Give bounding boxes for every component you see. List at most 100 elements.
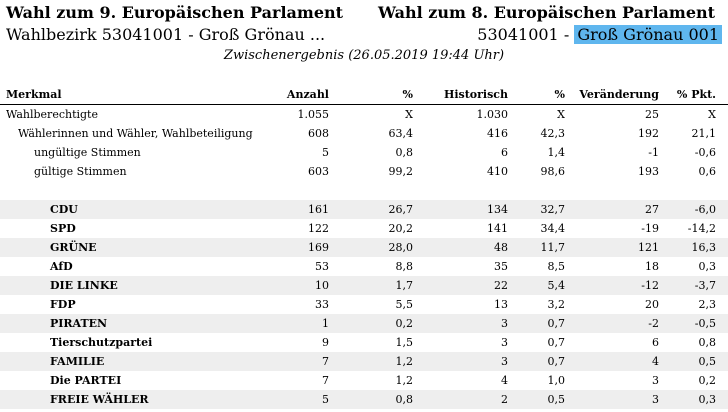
cell: 0,7 — [547, 355, 566, 368]
cell: 5 — [322, 393, 329, 406]
cell: 7 — [322, 355, 329, 368]
cell: 1,2 — [395, 355, 414, 368]
cell: 48 — [494, 241, 508, 254]
cell: 34,4 — [540, 222, 566, 235]
cell: 608 — [308, 127, 329, 140]
party-name: GRÜNE — [50, 241, 97, 254]
cell: -14,2 — [687, 222, 716, 235]
cell: 0,5 — [547, 393, 566, 406]
row-label: Wahlberechtigte — [6, 108, 98, 121]
cell: 121 — [638, 241, 659, 254]
row-label: ungültige Stimmen — [34, 146, 141, 159]
party-name: FREIE WÄHLER — [50, 393, 149, 406]
cell: -0,5 — [694, 317, 716, 330]
cell: 603 — [308, 165, 329, 178]
row-band — [0, 352, 728, 371]
cell: 5,4 — [547, 279, 566, 292]
party-name: FAMILIE — [50, 355, 105, 368]
party-name: Die PARTEI — [50, 374, 122, 387]
cell: 1,5 — [395, 336, 414, 349]
cell: 18 — [645, 260, 659, 273]
cell: -2 — [648, 317, 659, 330]
column-header: Merkmal — [6, 88, 62, 101]
row-label: Wählerinnen und Wähler, Wahlbeteiligung — [18, 127, 253, 140]
cell: 28,0 — [388, 241, 414, 254]
cell: -6,0 — [694, 203, 716, 216]
column-header: % Pkt. — [676, 88, 716, 101]
cell: 4 — [652, 355, 659, 368]
cell: 1.030 — [476, 108, 509, 121]
cell: 21,1 — [691, 127, 717, 140]
cell: 416 — [487, 127, 508, 140]
row-band — [0, 276, 728, 295]
right-title: Wahl zum 8. Europäischen Parlament — [378, 3, 716, 22]
cell: -12 — [641, 279, 659, 292]
cell: 22 — [494, 279, 508, 292]
cell: 25 — [645, 108, 659, 121]
cell: 0,3 — [698, 260, 717, 273]
cell: X — [708, 108, 716, 121]
cell: 3 — [652, 393, 659, 406]
cell: 0,7 — [547, 336, 566, 349]
column-header: % — [554, 88, 565, 101]
cell: X — [405, 108, 413, 121]
cell: 11,7 — [540, 241, 566, 254]
column-header: Historisch — [443, 88, 508, 101]
cell: 10 — [315, 279, 329, 292]
cell: 134 — [487, 203, 508, 216]
cell: 8,5 — [547, 260, 566, 273]
left-title: Wahl zum 9. Europäischen Parlament — [6, 3, 344, 22]
cell: 1.055 — [297, 108, 330, 121]
cell: 35 — [494, 260, 508, 273]
party-name: Tierschutzpartei — [50, 336, 153, 349]
cell: -3,7 — [694, 279, 716, 292]
cell: 13 — [494, 298, 508, 311]
cell: 3 — [652, 374, 659, 387]
cell: 99,2 — [388, 165, 414, 178]
cell: 9 — [322, 336, 329, 349]
cell: 4 — [501, 374, 508, 387]
column-header: Veränderung — [579, 88, 659, 101]
cell: 16,3 — [691, 241, 717, 254]
party-name: SPD — [50, 222, 76, 235]
row-label: gültige Stimmen — [34, 165, 127, 178]
cell: 1,4 — [547, 146, 566, 159]
cell: 63,4 — [388, 127, 414, 140]
cell: 26,7 — [388, 203, 414, 216]
cell: -0,6 — [694, 146, 716, 159]
cell: 3 — [501, 317, 508, 330]
cell: 0,3 — [698, 393, 717, 406]
row-band — [0, 390, 728, 409]
cell: -19 — [641, 222, 659, 235]
header-rule — [0, 104, 728, 105]
subtitle-highlight: Groß Grönau 001 — [574, 25, 722, 44]
row-band — [0, 238, 728, 257]
cell: 53 — [315, 260, 329, 273]
cell: 2,3 — [698, 298, 717, 311]
left-subtitle: Wahlbezirk 53041001 - Groß Grönau ... — [6, 25, 326, 44]
row-band — [0, 314, 728, 333]
column-header: Anzahl — [286, 88, 329, 101]
status: Zwischenergebnis (26.05.2019 19:44 Uhr) — [223, 48, 505, 63]
right-subtitle: 53041001 - Groß Grönau 001 — [477, 25, 722, 44]
subtitle-prefix: 53041001 - — [477, 25, 570, 44]
cell: 0,2 — [698, 374, 717, 387]
cell: 27 — [645, 203, 659, 216]
cell: 122 — [308, 222, 329, 235]
cell: 2 — [501, 393, 508, 406]
cell: 3 — [501, 355, 508, 368]
cell: 20,2 — [388, 222, 414, 235]
cell: X — [557, 108, 565, 121]
cell: 20 — [645, 298, 659, 311]
cell: 5,5 — [395, 298, 414, 311]
cell: 7 — [322, 374, 329, 387]
cell: 42,3 — [540, 127, 566, 140]
cell: 410 — [487, 165, 508, 178]
row-band — [0, 200, 728, 219]
cell: 32,7 — [540, 203, 566, 216]
party-name: AfD — [50, 260, 73, 273]
cell: 1,7 — [395, 279, 414, 292]
cell: -1 — [648, 146, 659, 159]
cell: 0,6 — [698, 165, 717, 178]
